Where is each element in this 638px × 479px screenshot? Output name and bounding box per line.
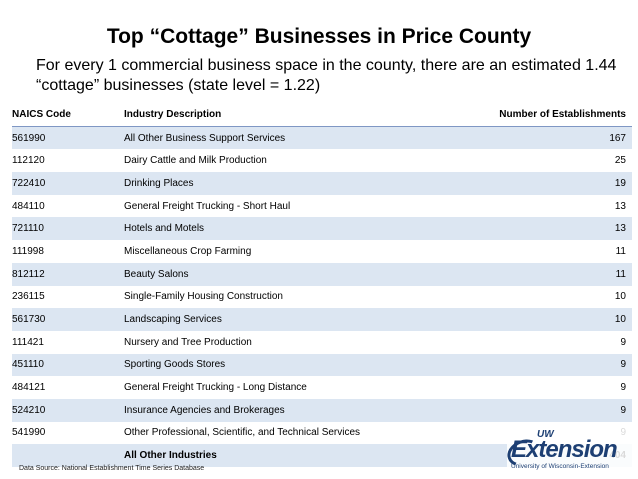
industry-description-cell: Hotels and Motels (124, 217, 462, 241)
table-row: 451110 Sporting Goods Stores 9 (12, 353, 632, 377)
page-subtitle: For every 1 commercial business space in… (36, 57, 617, 94)
industry-description-cell: Other Professional, Scientific, and Tech… (124, 427, 361, 439)
header-industry-description: Industry Description (124, 103, 462, 127)
industry-description-cell: General Freight Trucking - Short Haul (124, 200, 291, 212)
table-row: 111998 Miscellaneous Crop Farming 11 (12, 240, 632, 263)
table-header-row: NAICS Code Industry Description Number o… (12, 103, 632, 127)
table-row: 111421 Nursery and Tree Production 9 (12, 331, 632, 354)
page-title: Top “Cottage” Businesses in Price County (106, 25, 532, 48)
establishment-count-cell: 11 (462, 262, 632, 286)
industry-description-cell: Sporting Goods Stores (124, 353, 462, 377)
logo-uw: UW (537, 429, 554, 440)
establishment-count-cell: 10 (462, 308, 632, 331)
table-row: 721110 Hotels and Motels 13 (12, 217, 632, 241)
naics-code-cell: 111421 (12, 336, 44, 348)
establishments-table: NAICS Code Industry Description Number o… (12, 103, 632, 467)
table-row: 812112 Beauty Salons 11 (12, 262, 632, 286)
naics-code-cell: 721110 (12, 217, 124, 241)
table-row: 112120 Dairy Cattle and Milk Production 25 (12, 149, 632, 172)
establishment-count-cell: 10 (614, 291, 626, 303)
naics-code-cell: 484121 (12, 382, 46, 394)
naics-code-cell: 722410 (12, 172, 124, 195)
industry-description-cell: Nursery and Tree Production (124, 336, 252, 348)
naics-code-cell: 561730 (12, 308, 124, 331)
table-row: 484110 General Freight Trucking - Short … (12, 195, 632, 218)
data-source-note: Data Source: National Establishment Time… (19, 465, 205, 472)
total-code (12, 444, 124, 467)
establishment-count-cell: 167 (462, 126, 632, 150)
industry-description-cell: Single-Family Housing Construction (124, 291, 283, 303)
establishment-count-cell: 9 (462, 353, 632, 377)
naics-code-cell: 112120 (12, 155, 45, 167)
naics-code-cell: 484110 (12, 200, 45, 212)
establishment-count-cell: 25 (614, 155, 626, 167)
total-description: All Other Industries (124, 444, 462, 467)
industry-description-cell: Drinking Places (124, 172, 462, 195)
header-naics-code: NAICS Code (12, 103, 124, 127)
header-number-of-establishments: Number of Establishments (462, 103, 632, 127)
industry-description-cell: Miscellaneous Crop Farming (124, 245, 252, 257)
table-row: 524210 Insurance Agencies and Brokerages… (12, 398, 632, 422)
table-row: 561730 Landscaping Services 10 (12, 308, 632, 331)
table-row: 236115 Single-Family Housing Construction… (12, 286, 632, 309)
industry-description-cell: Landscaping Services (124, 308, 462, 331)
establishment-count-cell: 9 (620, 382, 626, 394)
industry-description-cell: All Other Business Support Services (124, 126, 462, 150)
uw-extension-logo: UW Extension University of Wisconsin-Ext… (503, 428, 632, 472)
industry-description-cell: Dairy Cattle and Milk Production (124, 155, 267, 167)
naics-code-cell: 812112 (12, 262, 124, 286)
table-row: 722410 Drinking Places 19 (12, 172, 632, 195)
establishment-count-cell: 19 (462, 172, 632, 195)
naics-code-cell: 561990 (12, 126, 124, 150)
naics-code-cell: 541990 (12, 427, 46, 439)
industry-description-cell: Beauty Salons (124, 262, 462, 286)
establishment-count-cell: 11 (615, 245, 626, 257)
establishment-count-cell: 13 (462, 217, 632, 241)
logo-extension: Extension (511, 436, 618, 463)
naics-code-cell: 524210 (12, 398, 124, 422)
establishment-count-cell: 13 (614, 200, 626, 212)
naics-code-cell: 451110 (12, 353, 124, 377)
industry-description-cell: Insurance Agencies and Brokerages (124, 398, 462, 422)
industry-description-cell: General Freight Trucking - Long Distance (124, 382, 307, 394)
establishment-count-cell: 9 (620, 336, 626, 348)
table-row: 561990 All Other Business Support Service… (12, 126, 632, 150)
naics-code-cell: 111998 (12, 245, 44, 257)
table-row: 484121 General Freight Trucking - Long Di… (12, 376, 632, 399)
naics-code-cell: 236115 (12, 291, 45, 303)
establishment-count-cell: 9 (462, 398, 632, 422)
logo-org: University of Wisconsin-Extension (511, 463, 609, 470)
